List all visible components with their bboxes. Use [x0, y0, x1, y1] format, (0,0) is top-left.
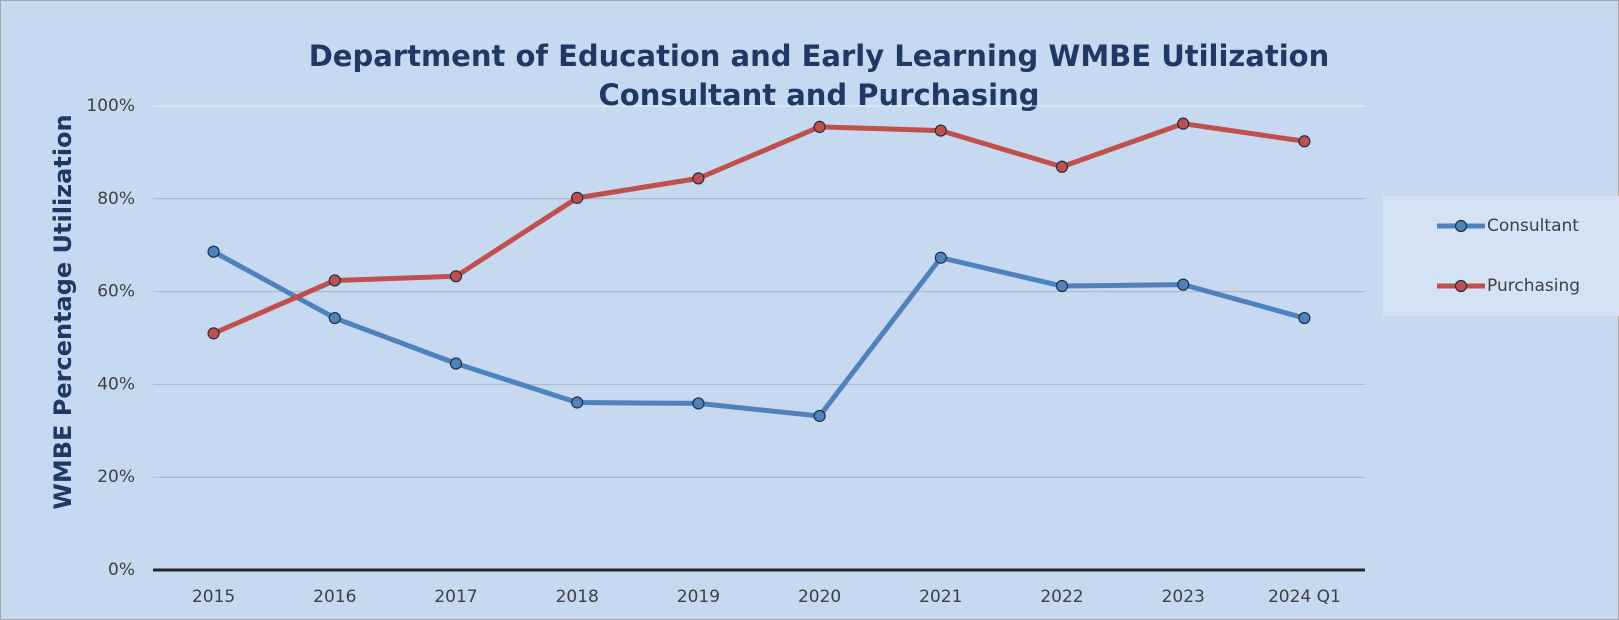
data-point — [813, 409, 826, 423]
data-point — [934, 124, 947, 137]
series-line — [212, 121, 1305, 336]
y-tick-label: 0% — [108, 560, 135, 580]
x-tick-label: 2015 — [192, 587, 235, 607]
legend-marker — [1454, 279, 1468, 293]
y-tick-label: 60% — [97, 282, 135, 302]
data-point — [328, 311, 341, 325]
y-tick-label: 20% — [97, 467, 135, 487]
data-point — [692, 397, 705, 410]
y-tick-label: 80% — [97, 189, 135, 209]
legend-label: Consultant — [1487, 216, 1579, 236]
data-point — [1298, 135, 1311, 148]
data-point — [571, 191, 584, 204]
y-tick-label: 100% — [86, 96, 135, 116]
data-point — [692, 172, 705, 185]
chart-subtitle: Consultant and Purchasing — [598, 78, 1039, 112]
x-tick-label: 2019 — [677, 587, 720, 607]
x-tick-label: 2020 — [798, 587, 841, 607]
legend-marker — [1454, 219, 1468, 233]
data-point — [813, 120, 826, 133]
data-point — [1055, 279, 1069, 293]
x-tick-label: 2024 Q1 — [1268, 587, 1341, 607]
data-point — [1177, 117, 1190, 130]
x-tick-label: 2023 — [1162, 587, 1205, 607]
data-point — [449, 270, 463, 283]
data-point — [1298, 311, 1311, 325]
x-tick-label: 2018 — [556, 587, 599, 607]
data-point — [449, 357, 463, 370]
data-point — [571, 396, 584, 409]
data-point — [1055, 160, 1069, 173]
data-point — [1177, 278, 1190, 291]
chart-title: Department of Education and Early Learni… — [309, 39, 1330, 73]
x-tick-label: 2016 — [313, 587, 356, 607]
legend-label: Purchasing — [1487, 276, 1580, 296]
data-point — [328, 274, 341, 287]
y-tick-label: 40% — [97, 374, 135, 394]
data-point — [207, 245, 220, 258]
x-tick-label: 2017 — [434, 587, 477, 607]
data-point — [934, 251, 947, 264]
x-tick-label: 2022 — [1040, 587, 1083, 607]
series-line — [212, 249, 1306, 419]
data-point — [207, 327, 220, 340]
legend-box — [1383, 196, 1619, 316]
x-tick-label: 2021 — [919, 587, 962, 607]
y-axis-label: WMBE Percentage Utilization — [49, 114, 77, 509]
